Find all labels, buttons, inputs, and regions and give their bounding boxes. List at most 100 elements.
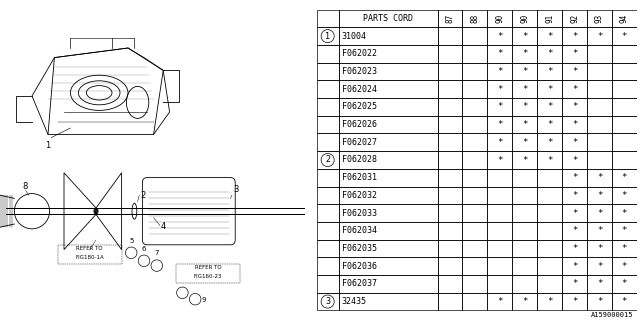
- Bar: [512, 222, 537, 240]
- Text: 31004: 31004: [342, 32, 367, 41]
- Bar: [487, 222, 512, 240]
- Bar: [317, 133, 339, 151]
- Bar: [587, 169, 612, 187]
- Text: 90: 90: [495, 14, 504, 23]
- Bar: [463, 169, 487, 187]
- Bar: [317, 257, 339, 275]
- Bar: [537, 169, 562, 187]
- Bar: [438, 63, 463, 80]
- Text: *: *: [621, 209, 627, 218]
- Bar: [339, 204, 438, 222]
- Bar: [512, 293, 537, 310]
- Bar: [339, 275, 438, 293]
- Bar: [438, 133, 463, 151]
- Bar: [176, 264, 240, 283]
- Text: *: *: [522, 156, 527, 164]
- Text: *: *: [497, 156, 502, 164]
- Bar: [463, 240, 487, 257]
- Bar: [562, 222, 587, 240]
- Bar: [587, 222, 612, 240]
- Bar: [537, 27, 562, 45]
- Text: *: *: [522, 138, 527, 147]
- Text: *: *: [497, 32, 502, 41]
- Bar: [587, 10, 612, 27]
- Bar: [317, 187, 339, 204]
- Text: *: *: [596, 32, 602, 41]
- Text: *: *: [596, 209, 602, 218]
- Text: *: *: [522, 49, 527, 58]
- Bar: [487, 275, 512, 293]
- Bar: [438, 151, 463, 169]
- Bar: [317, 63, 339, 80]
- Text: *: *: [572, 226, 577, 235]
- Text: 87: 87: [445, 14, 454, 23]
- Text: *: *: [522, 67, 527, 76]
- Bar: [562, 45, 587, 63]
- Bar: [537, 98, 562, 116]
- Text: *: *: [497, 120, 502, 129]
- Bar: [587, 187, 612, 204]
- Bar: [58, 245, 122, 264]
- Text: *: *: [497, 297, 502, 306]
- Text: *: *: [497, 138, 502, 147]
- Bar: [438, 257, 463, 275]
- Bar: [512, 169, 537, 187]
- Text: *: *: [621, 32, 627, 41]
- Text: 7: 7: [154, 250, 159, 256]
- Text: F062022: F062022: [342, 49, 377, 58]
- Text: *: *: [522, 102, 527, 111]
- Bar: [463, 204, 487, 222]
- Bar: [587, 204, 612, 222]
- Text: F062034: F062034: [342, 226, 377, 235]
- Bar: [487, 80, 512, 98]
- Bar: [487, 187, 512, 204]
- Bar: [537, 187, 562, 204]
- Bar: [537, 222, 562, 240]
- Text: FIG160-23: FIG160-23: [194, 274, 222, 279]
- Text: *: *: [596, 244, 602, 253]
- Bar: [512, 240, 537, 257]
- Bar: [317, 240, 339, 257]
- Text: *: *: [621, 244, 627, 253]
- Text: F062036: F062036: [342, 262, 377, 271]
- Bar: [612, 187, 637, 204]
- Text: *: *: [497, 49, 502, 58]
- Bar: [512, 45, 537, 63]
- Bar: [463, 257, 487, 275]
- Text: 94: 94: [620, 14, 629, 23]
- Bar: [487, 293, 512, 310]
- Bar: [537, 204, 562, 222]
- Bar: [339, 98, 438, 116]
- Text: F062024: F062024: [342, 85, 377, 94]
- Text: 8: 8: [22, 182, 28, 191]
- Bar: [317, 98, 339, 116]
- Bar: [537, 116, 562, 133]
- Bar: [512, 116, 537, 133]
- Text: *: *: [596, 191, 602, 200]
- Text: *: *: [572, 156, 577, 164]
- Text: F062035: F062035: [342, 244, 377, 253]
- Text: 5: 5: [129, 237, 133, 244]
- Bar: [562, 63, 587, 80]
- Text: *: *: [572, 209, 577, 218]
- Bar: [562, 275, 587, 293]
- Bar: [317, 169, 339, 187]
- Bar: [438, 27, 463, 45]
- Text: F062033: F062033: [342, 209, 377, 218]
- Bar: [537, 80, 562, 98]
- Bar: [612, 133, 637, 151]
- Bar: [612, 151, 637, 169]
- Text: 88: 88: [470, 14, 479, 23]
- Text: *: *: [572, 262, 577, 271]
- Bar: [339, 45, 438, 63]
- Bar: [339, 133, 438, 151]
- Text: *: *: [596, 279, 602, 288]
- Bar: [512, 204, 537, 222]
- Text: 2: 2: [325, 156, 330, 164]
- Bar: [587, 45, 612, 63]
- Bar: [562, 27, 587, 45]
- Bar: [587, 151, 612, 169]
- Bar: [317, 275, 339, 293]
- Text: *: *: [522, 32, 527, 41]
- Bar: [512, 187, 537, 204]
